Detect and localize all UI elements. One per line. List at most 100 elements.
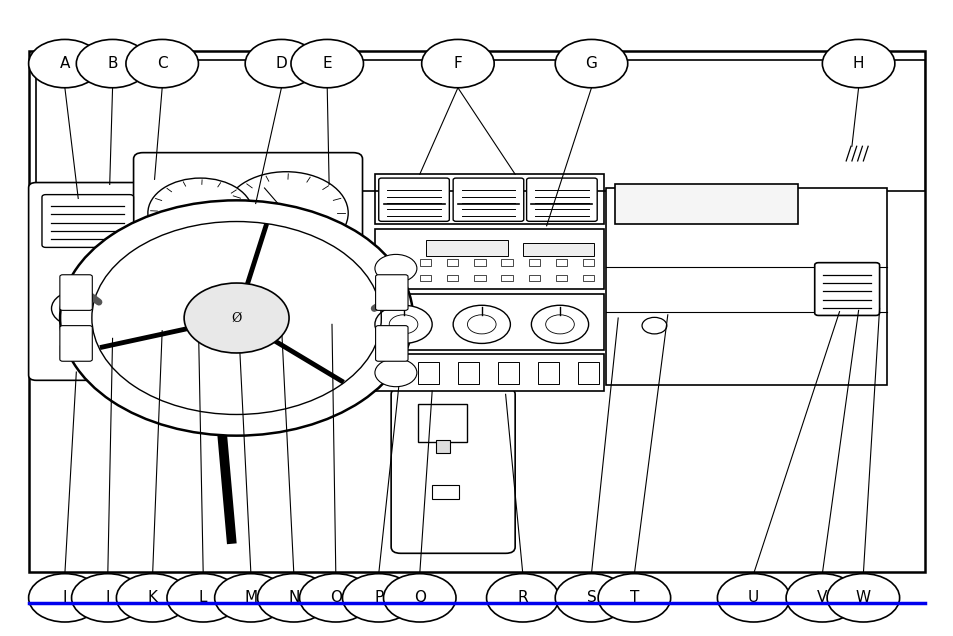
Circle shape <box>116 574 189 622</box>
Bar <box>497 362 518 384</box>
Text: E: E <box>322 56 332 71</box>
Text: F: F <box>453 56 462 71</box>
Bar <box>605 188 886 385</box>
Text: H: H <box>852 56 863 71</box>
Text: C: C <box>156 56 168 71</box>
FancyBboxPatch shape <box>378 178 449 221</box>
Circle shape <box>826 574 899 622</box>
Bar <box>500 275 512 281</box>
Bar <box>500 259 512 266</box>
Text: Q: Q <box>414 590 425 605</box>
Circle shape <box>71 574 144 622</box>
Circle shape <box>299 574 372 622</box>
Circle shape <box>167 574 239 622</box>
Text: M: M <box>244 590 257 605</box>
Bar <box>60 345 96 359</box>
Text: D: D <box>275 56 287 71</box>
Bar <box>528 259 539 266</box>
FancyBboxPatch shape <box>133 153 362 273</box>
Bar <box>446 275 458 281</box>
Text: J: J <box>106 590 110 605</box>
Text: T: T <box>629 590 639 605</box>
Bar <box>555 275 566 281</box>
Circle shape <box>453 305 510 343</box>
Bar <box>446 259 458 266</box>
Circle shape <box>126 39 198 88</box>
Circle shape <box>214 574 287 622</box>
Circle shape <box>245 39 317 88</box>
Text: G: G <box>585 56 597 71</box>
Circle shape <box>51 291 105 326</box>
Bar <box>417 404 467 442</box>
Text: P: P <box>374 590 383 605</box>
FancyBboxPatch shape <box>60 275 92 310</box>
Circle shape <box>375 359 416 387</box>
Text: K: K <box>148 590 157 605</box>
Text: V: V <box>817 590 826 605</box>
FancyBboxPatch shape <box>375 326 408 361</box>
Text: N: N <box>288 590 299 605</box>
Bar <box>537 362 558 384</box>
Bar <box>474 275 485 281</box>
FancyBboxPatch shape <box>526 178 597 221</box>
Circle shape <box>421 39 494 88</box>
Circle shape <box>342 574 415 622</box>
Bar <box>474 259 485 266</box>
FancyBboxPatch shape <box>814 263 879 315</box>
Circle shape <box>228 233 277 266</box>
Bar <box>582 259 594 266</box>
Bar <box>555 259 566 266</box>
Circle shape <box>29 574 101 622</box>
Bar <box>375 294 603 350</box>
Text: I: I <box>63 590 67 605</box>
Bar <box>375 354 603 391</box>
Bar <box>432 485 458 499</box>
Bar <box>419 275 431 281</box>
FancyBboxPatch shape <box>391 388 515 553</box>
Circle shape <box>271 233 320 266</box>
Circle shape <box>555 39 627 88</box>
Circle shape <box>29 39 101 88</box>
FancyBboxPatch shape <box>375 275 408 310</box>
Bar <box>375 229 603 289</box>
Text: R: R <box>517 590 528 605</box>
Bar <box>615 184 798 224</box>
Text: B: B <box>107 56 118 71</box>
FancyBboxPatch shape <box>453 178 523 221</box>
Circle shape <box>184 283 289 353</box>
Circle shape <box>383 574 456 622</box>
Bar <box>426 240 507 256</box>
Bar <box>522 243 594 256</box>
Circle shape <box>598 574 670 622</box>
Text: U: U <box>747 590 759 605</box>
Circle shape <box>175 233 225 266</box>
Circle shape <box>785 574 858 622</box>
Bar <box>419 259 431 266</box>
Circle shape <box>717 574 789 622</box>
Circle shape <box>224 172 348 254</box>
FancyBboxPatch shape <box>42 195 133 247</box>
Circle shape <box>555 574 627 622</box>
Circle shape <box>60 200 413 436</box>
Circle shape <box>76 39 149 88</box>
Text: Ø: Ø <box>232 312 241 324</box>
Bar <box>528 275 539 281</box>
Bar <box>136 327 157 338</box>
Bar <box>582 275 594 281</box>
Circle shape <box>821 39 894 88</box>
Text: O: O <box>330 590 341 605</box>
Bar <box>29 51 924 572</box>
Circle shape <box>531 305 588 343</box>
Text: L: L <box>199 590 207 605</box>
Circle shape <box>257 574 330 622</box>
Circle shape <box>486 574 558 622</box>
FancyBboxPatch shape <box>29 183 163 380</box>
Circle shape <box>375 254 416 282</box>
Bar <box>457 362 478 384</box>
Text: A: A <box>60 56 70 71</box>
Circle shape <box>291 39 363 88</box>
Circle shape <box>641 317 666 334</box>
Bar <box>375 174 603 224</box>
Circle shape <box>375 305 432 343</box>
Text: S: S <box>586 590 596 605</box>
